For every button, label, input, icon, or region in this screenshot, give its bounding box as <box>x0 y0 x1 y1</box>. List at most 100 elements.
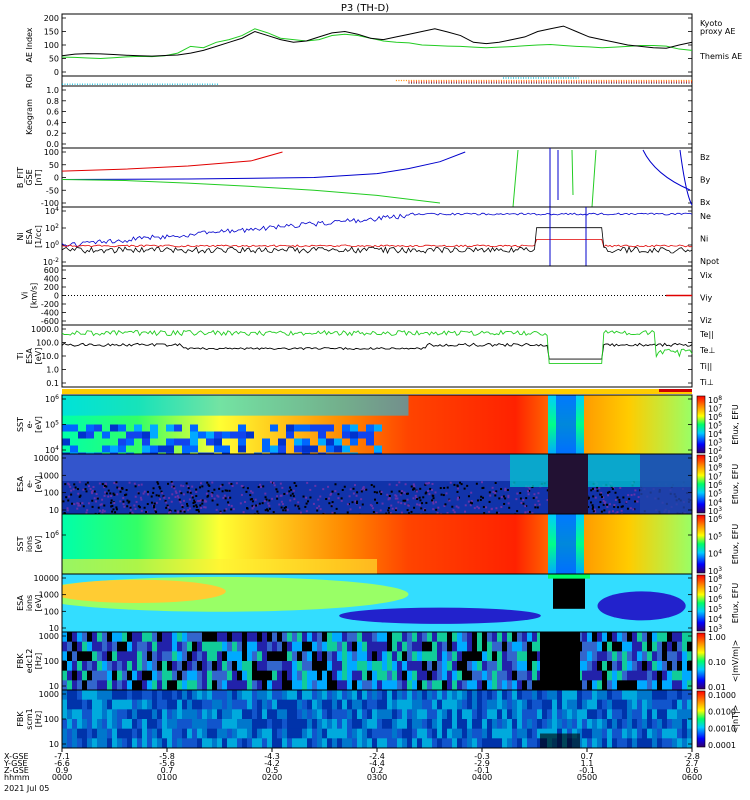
esa_e-cbar-tick: 103 <box>708 506 722 516</box>
fbk_scm-ylabel: scm1 <box>25 708 34 729</box>
ae-legend-item: Kyoto <box>700 19 722 28</box>
sst_i-ylabel: SST <box>16 536 25 551</box>
fbk_edc-cbar-tick: 0.10 <box>708 658 726 667</box>
fbk_edc-cbar-label: <|mV/m|> <box>731 640 740 683</box>
time-axis-y-value: -4.2 <box>264 759 280 768</box>
temperature-ylabel: [eV] <box>34 348 43 365</box>
esa_i-cbar-label: Eflux, EFU <box>731 583 740 624</box>
time-axis-row-label: Z-GSE <box>4 766 29 775</box>
time-axis-x-value: -2.8 <box>684 752 700 761</box>
temperature-panel: Ti ESA [eV] 1000.0 100.0 10.0 1.0 0.1 Te|| Te⊥ Ti|… <box>16 324 715 388</box>
temperature-series-green <box>61 329 693 364</box>
temperature-ytick: 1000.0 <box>31 325 59 334</box>
sst_e-cbar-tick: 106 <box>708 412 722 422</box>
fbk_scm-cbar-tick: 0.0100 <box>708 708 736 717</box>
velocity-ytick: 400 <box>44 275 59 284</box>
bfield-legend-item: By <box>700 176 710 185</box>
esa_e-ylabel: ESA <box>16 476 25 492</box>
esa_i-colorbar <box>696 574 706 632</box>
bfield-series-By <box>61 179 441 204</box>
sst_e-ylabel: [eV] <box>34 416 43 433</box>
keogram-ytick: 0.0 <box>46 140 59 149</box>
temperature-legend-item: Te|| <box>699 330 714 339</box>
fbk_scm-panel: 0.1000 0.0100 0.0010 0.0001 <|nT|> FBK scm1 [Hz… <box>16 689 740 750</box>
roi-ylabel: ROI <box>25 74 34 88</box>
time-axis-y-value: 2.7 <box>686 759 699 768</box>
esa_i-cbar-tick: 107 <box>708 584 722 594</box>
fbk_edc-ytick: 100 <box>44 657 59 666</box>
esa_i-ylabel: [eV] <box>34 595 43 612</box>
time-axis-x-value: -0.3 <box>474 752 490 761</box>
esa_e-cbar-tick: 106 <box>708 480 722 490</box>
sst_e-cbar-label: Eflux, EFU <box>731 404 740 445</box>
temperature-ytick: 1.0 <box>46 366 59 375</box>
fbk_scm-ytick: 100 <box>44 715 59 724</box>
time-axis-t-value: 0200 <box>262 773 282 782</box>
ae-ytick: 150 <box>44 28 59 37</box>
ae-ytick: 0 <box>54 68 59 77</box>
time-axis-z-value: 0.7 <box>161 766 174 775</box>
temperature-ylabel: ESA <box>25 348 34 364</box>
sst_i-colorbar <box>696 514 706 574</box>
esa_i-spectrogram <box>62 574 692 632</box>
density-series-red <box>61 239 693 248</box>
esa_i-ytick: 10000 <box>34 574 59 583</box>
time-axis-row-label: hhmm <box>4 773 30 782</box>
time-axis-row-label: X-GSE <box>4 752 29 761</box>
sst_e-colorbar <box>696 395 706 454</box>
keogram-panel: Keogram 1.0 0.8 0.60.4 0.2 0.0 <box>25 85 693 149</box>
ae-legend-item: proxy AE <box>700 27 735 36</box>
temperature-legend-item: Te⊥ <box>699 346 715 355</box>
density-ylabel: [1/cc] <box>34 225 43 248</box>
temperature-ytick: 100.0 <box>36 339 59 348</box>
esa_e-cbar-tick: 104 <box>708 497 722 507</box>
velocity-ytick: -600 <box>41 317 59 326</box>
esa_i-ytick: 100 <box>44 607 59 616</box>
time-axis-x-value: -4.3 <box>264 752 280 761</box>
density-legend-item: Ne <box>700 212 711 221</box>
esa_e-cbar-tick: 108 <box>708 463 722 473</box>
velocity-legend-item: Viz <box>700 316 712 325</box>
fbk_scm-ylabel: FBK <box>16 711 25 727</box>
velocity-ytick: -400 <box>41 309 59 318</box>
density-legend-item: Npot <box>700 257 719 266</box>
time-axis-t-value: 0100 <box>157 773 177 782</box>
plot-title: P3 (TH-D) <box>341 3 389 14</box>
velocity-ylabel: Vi <box>21 292 30 300</box>
bfield-panel: B_FIT GSE [nT] 100 50 0 -50 -100 Bz By Bx <box>16 147 710 208</box>
keogram-ylabel: Keogram <box>25 99 34 135</box>
time-axis-z-value: 0.6 <box>686 766 699 775</box>
bfield-series-detail <box>549 148 693 207</box>
sst_e-cbar-tick: 108 <box>708 395 722 405</box>
sst_e-cbar-tick: 104 <box>708 429 722 439</box>
sst_i-cbar-tick: 104 <box>708 549 722 559</box>
time-axis-t-value: 0300 <box>367 773 387 782</box>
sst_i-cbar-tick: 105 <box>708 531 722 541</box>
time-axis-x-value: -7.1 <box>54 752 70 761</box>
time-axis-t-value: 0600 <box>682 773 702 782</box>
esa_i-cbar-tick: 105 <box>708 604 722 614</box>
sst_e-ytick: 104 <box>45 445 59 455</box>
fbk_scm-cbar-tick: 0.1000 <box>708 691 736 700</box>
fbk_edc-colorbar <box>696 632 706 690</box>
esa_i-ylabel: ESA <box>16 595 25 611</box>
sst_e-cbar-tick: 105 <box>708 421 722 431</box>
esa_i-cbar-tick: 106 <box>708 594 722 604</box>
bfield-ytick: 0 <box>54 174 59 183</box>
esa_i-cbar-tick: 103 <box>708 624 722 634</box>
velocity-ytick: 200 <box>44 283 59 292</box>
time-axis-t-value: 0500 <box>577 773 597 782</box>
bfield-frame <box>61 147 693 208</box>
esa_e-ytick: 100 <box>44 489 59 498</box>
time-axis-y-value: 1.1 <box>581 759 594 768</box>
bfield-legend-item: Bz <box>700 153 710 162</box>
time-axis-z-value: -0.1 <box>579 766 595 775</box>
bfield-series-detail <box>512 149 597 208</box>
sst_i-cbar-tick: 106 <box>708 514 722 524</box>
bfield-ylabel: GSE <box>25 169 34 185</box>
